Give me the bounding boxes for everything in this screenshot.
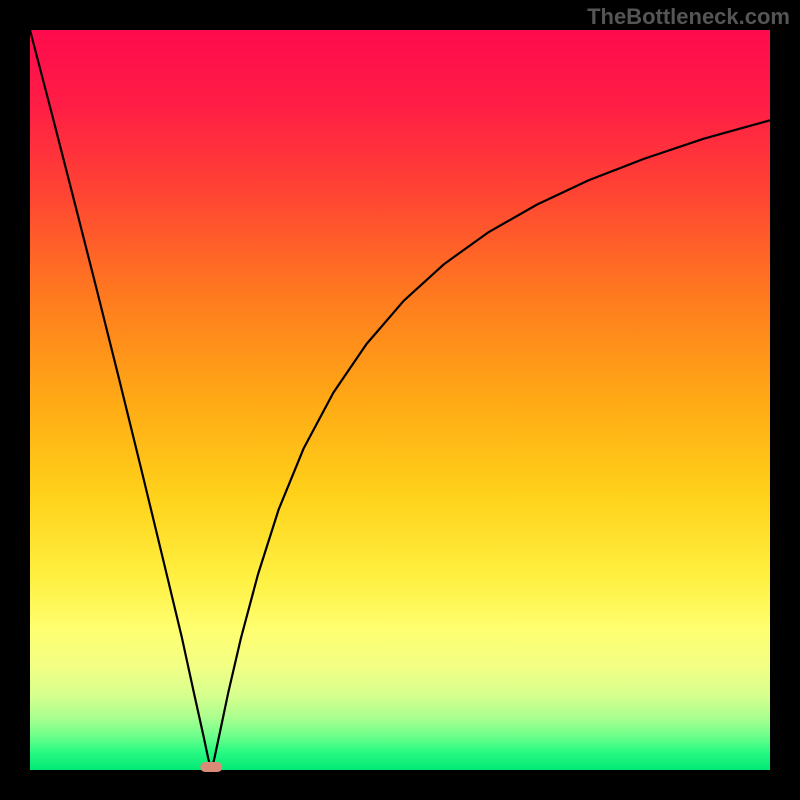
bottleneck-curve-chart xyxy=(0,0,800,800)
notch-marker xyxy=(200,762,222,772)
gradient-plot-background xyxy=(30,30,770,770)
watermark-text: TheBottleneck.com xyxy=(587,4,790,30)
chart-frame: TheBottleneck.com xyxy=(0,0,800,800)
